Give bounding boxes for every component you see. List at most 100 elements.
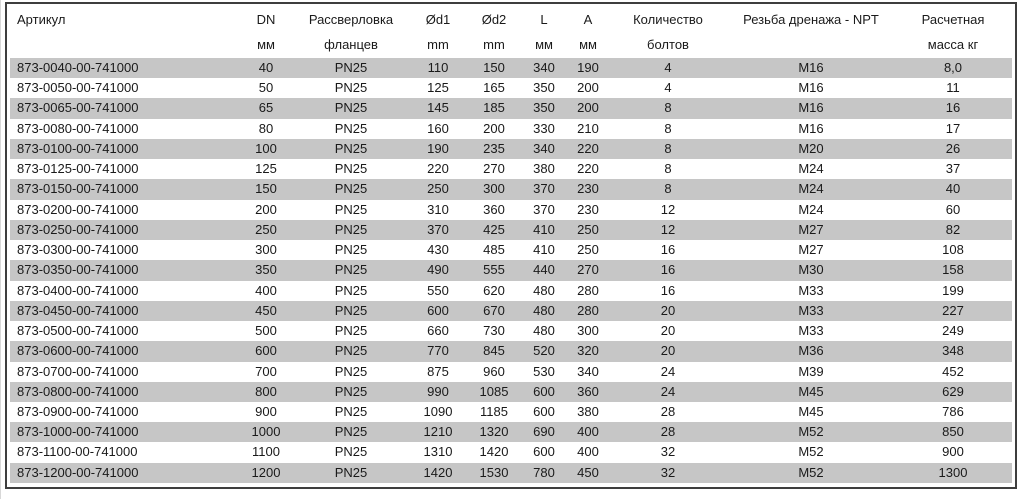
table-row: 873-0700-00-741000 700 PN25 875 960 530 340 24 M… (10, 362, 1012, 382)
cell-l: 330 (533, 120, 555, 136)
cell-l: 340 (533, 140, 555, 156)
cell-drain-thread: M52 (798, 444, 824, 460)
column-header-bolt-count-line2: болтов (647, 37, 689, 52)
column-header-l-line2: мм (535, 37, 553, 52)
column-header-article: Артикул (10, 4, 240, 58)
cell-drain-thread: M30 (798, 262, 824, 278)
column-header-drain-thread-line1: Резьба дренажа - NPT (743, 12, 879, 27)
cell-flange-drilling: PN25 (334, 140, 368, 156)
cell-article: 873-0700-00-741000 (17, 363, 139, 379)
cell-bolt-count: 8 (664, 181, 672, 197)
cell-d1: 250 (427, 181, 449, 197)
cell-mass: 158 (942, 262, 964, 278)
table-row: 873-0065-00-741000 65 PN25 145 185 350 200 8 M16… (10, 98, 1012, 119)
cell-l: 480 (533, 323, 555, 339)
cell-a: 230 (577, 201, 599, 217)
cell-l: 370 (533, 201, 555, 217)
cell-drain-thread: M39 (798, 363, 824, 379)
cell-d1: 110 (427, 60, 449, 75)
cell-l: 350 (533, 80, 555, 96)
cell-mass: 1300 (938, 464, 968, 480)
cell-mass: 17 (945, 120, 961, 136)
cell-mass: 900 (942, 444, 964, 460)
cell-drain-thread: M45 (798, 383, 824, 399)
dimensions-table-frame: Артикул DN мм Рассверловка фланцев Ød1 mm Ød2 mm… (5, 2, 1017, 489)
cell-l: 600 (533, 403, 555, 419)
cell-drain-thread: M33 (798, 302, 824, 318)
cell-mass: 26 (945, 140, 961, 156)
cell-a: 340 (577, 363, 599, 379)
cell-mass: 82 (945, 221, 961, 237)
cell-article: 873-0400-00-741000 (17, 282, 139, 298)
cell-a: 400 (577, 444, 599, 460)
cell-dn: 350 (255, 262, 277, 278)
cell-a: 250 (577, 242, 599, 258)
cell-a: 280 (577, 302, 599, 318)
cell-d2: 960 (483, 363, 505, 379)
table-row: 873-0400-00-741000 400 PN25 550 620 480 280 16 M… (10, 281, 1012, 301)
cell-l: 480 (533, 282, 555, 298)
cell-mass: 40 (945, 181, 961, 197)
column-header-dn-line2: мм (257, 37, 275, 52)
column-header-flange-drilling: Рассверловка фланцев (292, 4, 410, 58)
cell-dn: 125 (255, 161, 277, 177)
cell-d1: 490 (427, 262, 449, 278)
column-header-d2: Ød2 mm (466, 4, 522, 58)
cell-article: 873-0150-00-741000 (17, 181, 139, 197)
cell-dn: 450 (255, 302, 277, 318)
column-header-dn-line1: DN (256, 12, 276, 27)
cell-flange-drilling: PN25 (334, 302, 368, 318)
cell-mass: 37 (945, 161, 961, 177)
cell-mass: 249 (942, 323, 964, 339)
cell-article: 873-0900-00-741000 (17, 403, 139, 419)
cell-bolt-count: 28 (660, 424, 676, 440)
cell-bolt-count: 32 (660, 444, 676, 460)
cell-d1: 190 (427, 140, 449, 156)
cell-bolt-count: 24 (660, 363, 676, 379)
table-row: 873-1100-00-741000 1100 PN25 1310 1420 600 400… (10, 442, 1012, 462)
cell-a: 400 (577, 424, 599, 440)
cell-flange-drilling: PN25 (334, 221, 368, 237)
column-header-flange-drilling-line1: Рассверловка (308, 12, 394, 27)
table-row: 873-0125-00-741000 125 PN25 220 270 380 220 8 M2… (10, 159, 1012, 179)
cell-d1: 430 (427, 242, 449, 258)
column-header-bolt-count-line1: Количество (633, 12, 703, 27)
table-body: 873-0040-00-741000 40 PN25 110 150 340 190 4 M16… (10, 58, 1012, 483)
cell-d1: 370 (427, 221, 449, 237)
cell-a: 450 (577, 464, 599, 480)
cell-l: 380 (533, 161, 555, 177)
cell-drain-thread: M33 (798, 282, 824, 298)
column-header-article-line1: Артикул (17, 12, 66, 27)
cell-d2: 1185 (480, 403, 508, 419)
cell-dn: 800 (255, 383, 277, 399)
cell-article: 873-0600-00-741000 (17, 343, 139, 359)
cell-d2: 620 (483, 282, 505, 298)
table-header-row: Артикул DN мм Рассверловка фланцев Ød1 mm Ød2 mm… (10, 4, 1012, 58)
cell-d2: 185 (483, 100, 505, 116)
cell-article: 873-0040-00-741000 (17, 60, 139, 75)
cell-dn: 250 (255, 221, 277, 237)
table-row: 873-1000-00-741000 1000 PN25 1210 1320 690 400… (10, 422, 1012, 443)
cell-dn: 500 (255, 323, 277, 339)
cell-mass: 348 (942, 343, 964, 359)
cell-a: 320 (577, 343, 599, 359)
column-header-d2-line2: mm (483, 37, 505, 52)
column-header-mass-line1: Расчетная (921, 12, 985, 27)
column-header-d1: Ød1 mm (410, 4, 466, 58)
cell-dn: 200 (255, 201, 277, 217)
cell-a: 190 (577, 60, 599, 75)
cell-mass: 8,0 (943, 60, 963, 75)
cell-a: 220 (577, 140, 599, 156)
cell-bolt-count: 8 (664, 161, 672, 177)
cell-d2: 670 (483, 302, 505, 318)
cell-drain-thread: M16 (798, 60, 824, 75)
cell-d2: 150 (483, 60, 505, 75)
cell-d1: 990 (427, 383, 449, 399)
cell-d2: 270 (483, 161, 505, 177)
cell-d1: 600 (427, 302, 449, 318)
cell-bolt-count: 28 (660, 403, 676, 419)
cell-bolt-count: 8 (664, 120, 672, 136)
table-row: 873-0200-00-741000 200 PN25 310 360 370 230 12 M… (10, 200, 1012, 220)
cell-l: 370 (533, 181, 555, 197)
